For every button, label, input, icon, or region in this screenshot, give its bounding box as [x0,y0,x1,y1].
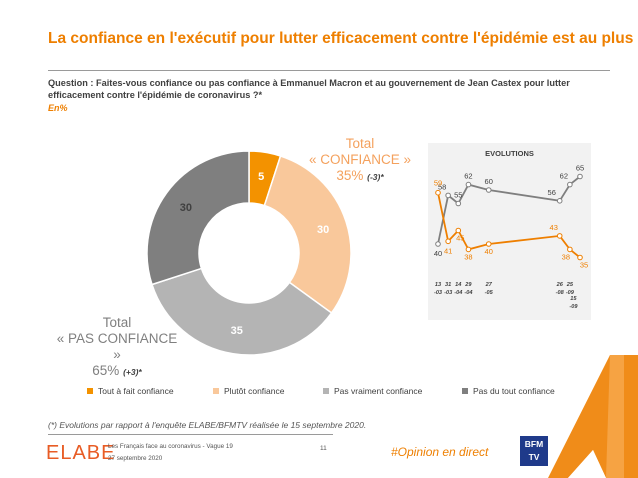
total-confiance-delta: (-3)* [367,172,384,182]
legend-label: Pas du tout confiance [473,386,555,396]
total-pas-confiance-title: Total [102,315,132,330]
series-pas-confiance-value-label: 58 [438,182,446,191]
slice-value-label: 5 [258,171,264,183]
series-pas-confiance-value-label: 65 [576,164,584,173]
series-confiance-point [445,238,451,245]
total-confiance-value: 35% [336,168,364,183]
series-confiance-point [465,246,472,253]
x-tick-label: -04 [454,290,463,296]
series-confiance-point [485,241,492,247]
series-pas-confiance-value-label: 60 [485,177,493,186]
x-tick-label: 27 [485,282,493,288]
total-pas-confiance-value: 65% [92,363,120,378]
x-tick-label: -03 [444,290,453,296]
series-pas-confiance-point [445,192,451,199]
x-tick-label: 29 [464,282,472,288]
slice-pas-vraiment [151,267,333,356]
x-tick-label: -04 [464,290,473,296]
question-text: Question : Faites-vous confiance ou pas … [48,78,570,100]
unit-label: En% [48,103,68,113]
total-pas-confiance-subtitle: « PAS CONFIANCE » [56,331,178,362]
series-confiance-point [435,189,441,196]
elabe-logo: ELABE [46,442,116,464]
series-pas-confiance-value-label: 56 [548,188,556,197]
footnote: (*) Evolutions par rapport à l'enquête E… [48,420,367,430]
legend-label: Tout à fait confiance [98,386,174,396]
footer-date: 27 septembre 2020 [108,455,163,462]
slice-value-label: 35 [231,325,243,337]
x-tick-label: -09 [566,290,575,296]
slice-value-label: 30 [317,224,329,236]
series-confiance-value-label: 59 [434,179,442,188]
series-pas-confiance-value-label: 62 [464,172,472,181]
slice-pas-du-tout [146,150,250,286]
x-tick-label: -05 [485,290,494,296]
bfm-tv-logo: BFM TV [520,436,548,466]
series-confiance-value-label: 40 [485,247,493,256]
legend-label: Pas vraiment confiance [334,386,423,396]
x-tick-label: 26 [556,282,564,288]
series-confiance-point [556,233,563,239]
series-confiance-value-label: 41 [444,246,452,255]
series-confiance-value-label: 38 [562,252,570,261]
title-divider [48,70,610,71]
x-tick-label: -08 [556,290,565,296]
series-pas-confiance-point [577,173,583,180]
slice-plutot [263,155,352,315]
page-title: La confiance en l'exécutif pour lutter e… [48,30,638,47]
legend-swatch [87,388,93,394]
legend-swatch [323,388,329,394]
x-tick-label: 13 [435,282,442,288]
legend-swatch [213,388,219,394]
total-pas-confiance-delta: (+3)* [123,367,142,377]
total-confiance-label: Total « CONFIANCE » 35% (-3)* [300,136,420,185]
elabe-logo-mark [548,355,638,478]
series-confiance-value-label: 35 [580,261,588,270]
slice-value-label: 30 [180,202,192,214]
evolutions-line-chart: 4058556260566265594145384043383513-0331-… [434,164,588,311]
x-tick-label: 14 [455,282,462,288]
total-confiance-title: Total [345,136,375,151]
total-pas-confiance-label: Total « PAS CONFIANCE » 65% (+3)* [52,315,182,380]
series-confiance-value-label: 45 [456,234,464,243]
x-tick-label: 31 [445,282,451,288]
x-tick-label: -09 [569,304,578,310]
legend-tout-a-fait: Tout à fait confiance [87,386,174,396]
hashtag: #Opinion en direct [391,445,489,459]
legend-swatch [462,388,468,394]
legend-plutot: Plutôt confiance [213,386,284,396]
series-pas-confiance-point [435,241,441,247]
series-confiance-value-label: 43 [550,223,558,232]
series-pas-confiance-point [465,181,472,188]
legend-pas-vraiment: Pas vraiment confiance [323,386,422,396]
x-tick-label: -03 [434,290,443,296]
legend-pas-du-tout: Pas du tout confiance [462,386,555,396]
series-confiance-value-label: 38 [464,252,472,261]
series-pas-confiance-point [455,200,462,207]
series-pas-confiance-value-label: 55 [454,191,462,200]
series-confiance-point [567,246,573,253]
total-confiance-subtitle: « CONFIANCE » [308,152,412,167]
series-confiance-point [455,227,462,234]
page-number: 11 [320,445,327,452]
series-pas-confiance-value-label: 40 [434,249,442,258]
series-pas-confiance-point [485,187,492,193]
series-pas-confiance-point [567,181,573,188]
series-pas-confiance-point [556,198,563,204]
footer-divider [48,434,333,435]
x-tick-label: 25 [566,282,574,288]
series-pas-confiance-value-label: 62 [560,172,568,181]
evolutions-title: EVOLUTIONS [485,149,534,158]
evolutions-panel [428,143,591,320]
series-confiance-point [577,254,583,261]
legend-label: Plutôt confiance [224,386,285,396]
x-tick-label: 15 [570,296,577,302]
footer-study: Les Français face au coronavirus - Vague… [108,443,233,450]
